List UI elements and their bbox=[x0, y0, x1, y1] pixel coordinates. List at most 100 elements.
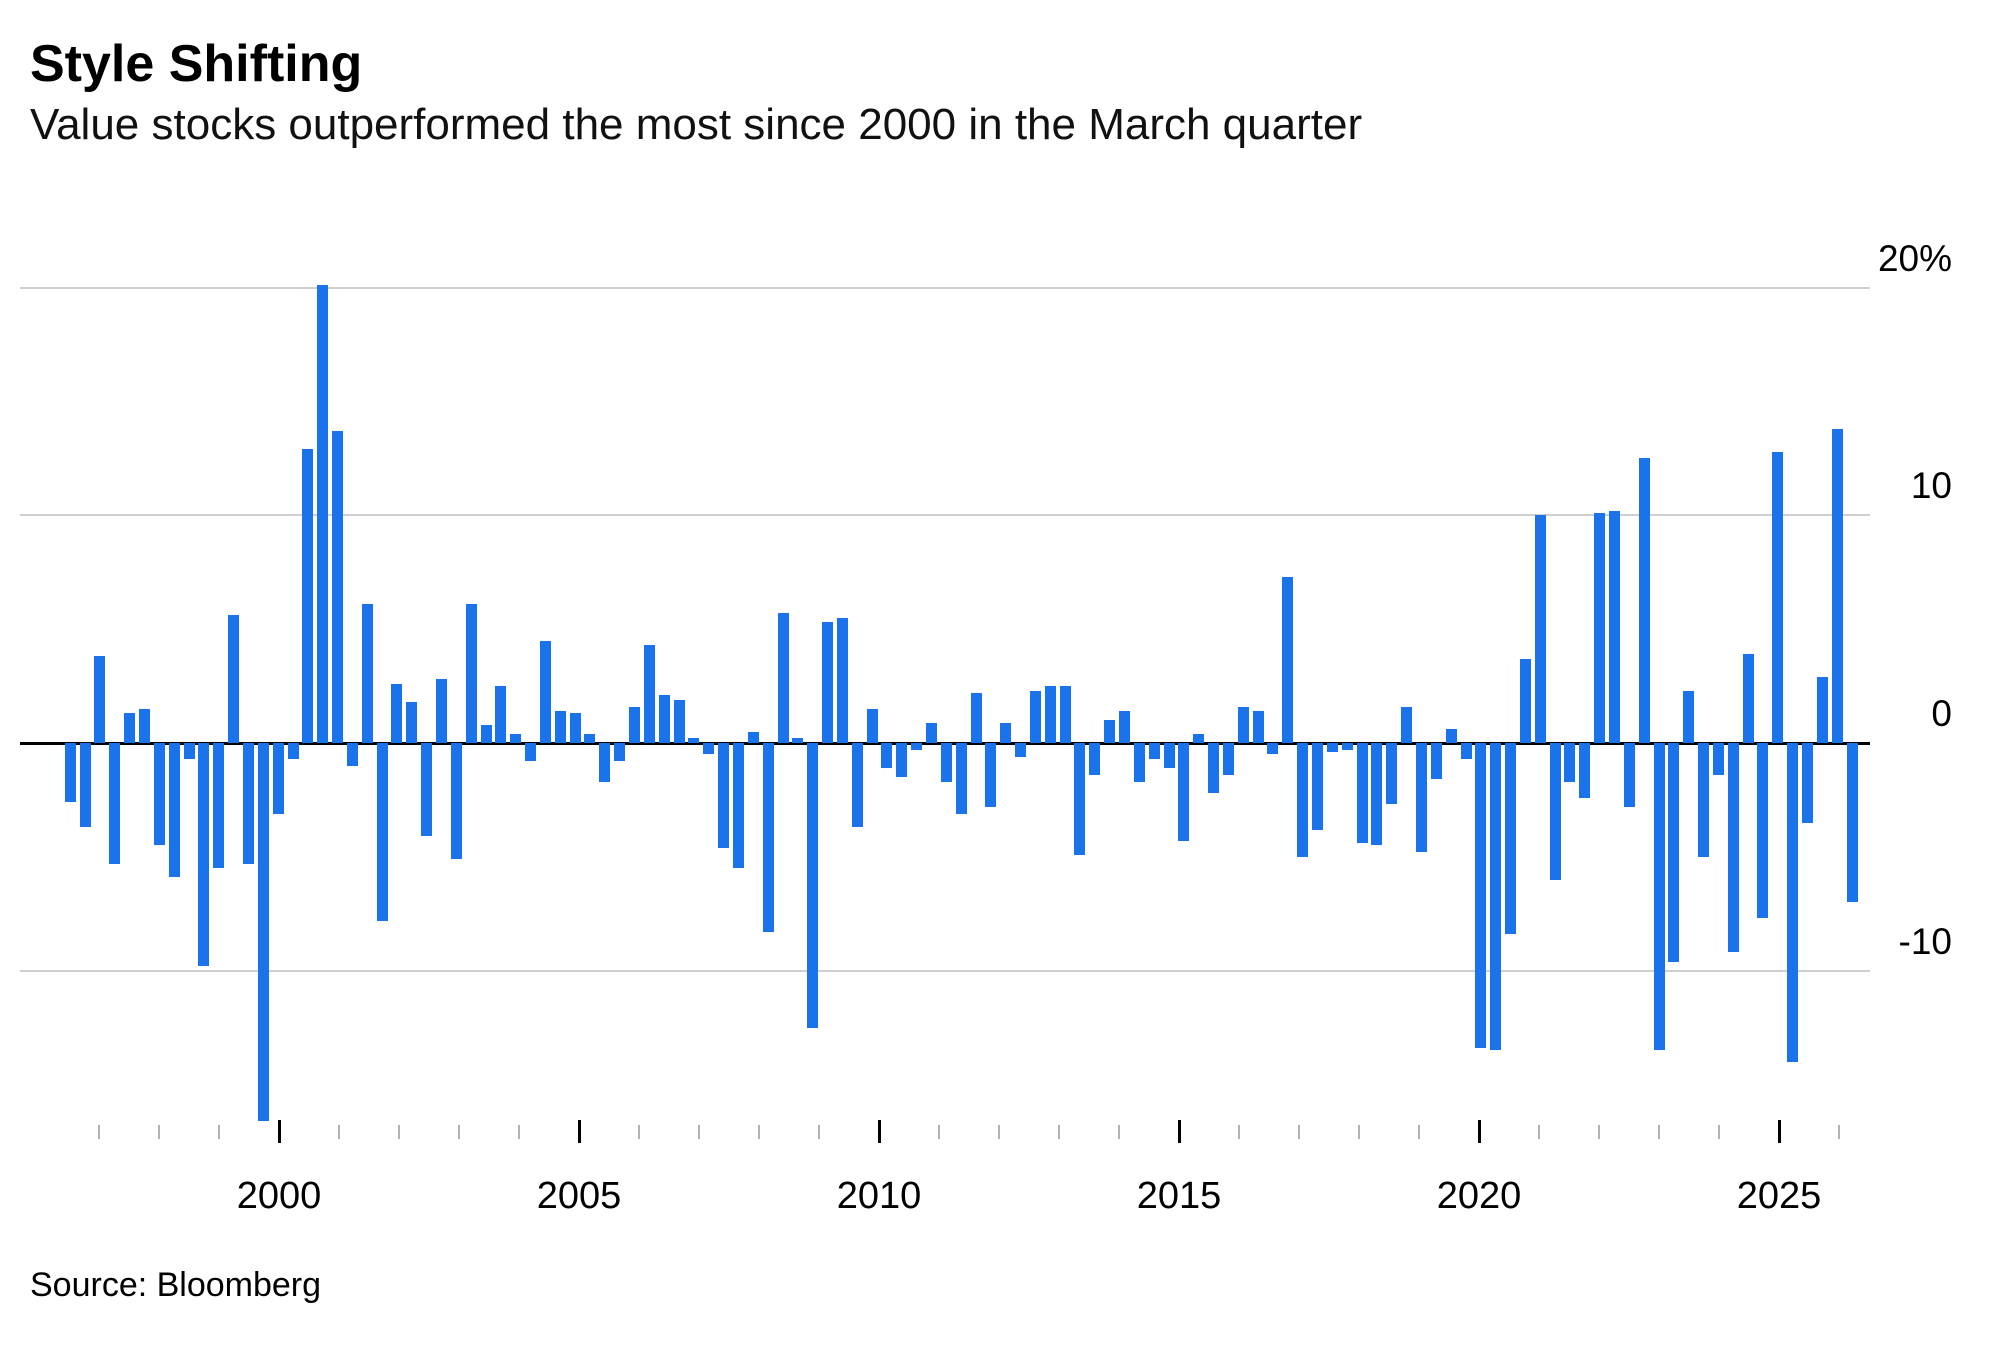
bar-1997-Q1 bbox=[109, 743, 121, 864]
bar-2006-Q2 bbox=[658, 695, 670, 743]
bar-2021-Q4 bbox=[1579, 743, 1591, 798]
x-axis-label-2010: 2010 bbox=[836, 1175, 922, 1217]
bar-1998-Q1 bbox=[168, 743, 180, 878]
y-axis-label--10: -10 bbox=[1898, 920, 1952, 962]
bar-2014-Q3 bbox=[1148, 743, 1160, 759]
bar-2005-Q1 bbox=[584, 733, 596, 743]
bar-2017-Q1 bbox=[1297, 743, 1309, 857]
bar-2000-Q3 bbox=[317, 285, 329, 743]
bar-2011-Q1 bbox=[940, 743, 952, 782]
bar-2003-Q4 bbox=[510, 733, 522, 743]
y-axis-label-20: 20% bbox=[1877, 237, 1952, 279]
bar-2007-Q2 bbox=[718, 743, 730, 848]
bar-1999-Q2 bbox=[242, 743, 254, 864]
bar-2006-Q4 bbox=[688, 738, 700, 743]
x-axis-label-2005: 2005 bbox=[536, 1175, 622, 1217]
bar-2023-Q1 bbox=[1653, 743, 1665, 1051]
bar-2013-Q3 bbox=[1089, 743, 1101, 775]
bar-2008-Q3 bbox=[792, 738, 804, 743]
bar-2024-Q1 bbox=[1712, 743, 1724, 775]
bar-1996-Q3 bbox=[79, 743, 91, 828]
x-minor-tick-2004 bbox=[518, 1125, 520, 1139]
bar-2015-Q2 bbox=[1193, 733, 1205, 743]
x-minor-tick-2011 bbox=[938, 1125, 940, 1139]
bar-2012-Q3 bbox=[1029, 690, 1041, 743]
bar-2016-Q2 bbox=[1252, 711, 1264, 743]
bar-2022-Q3 bbox=[1623, 743, 1635, 807]
bar-2000-Q2 bbox=[302, 449, 314, 743]
x-major-tick-2010 bbox=[877, 1120, 881, 1143]
x-minor-tick-1997 bbox=[98, 1125, 100, 1139]
bar-2025-Q2 bbox=[1787, 743, 1799, 1062]
bar-2013-Q1 bbox=[1059, 686, 1071, 743]
bar-2022-Q2 bbox=[1608, 510, 1620, 743]
bar-2025-Q1 bbox=[1772, 451, 1784, 743]
source-credit: Source: Bloomberg bbox=[30, 1266, 322, 1304]
bar-1998-Q4 bbox=[213, 743, 225, 869]
page-title: Style Shifting bbox=[30, 35, 363, 93]
x-axis-label-2025: 2025 bbox=[1736, 1175, 1822, 1217]
bar-2026-Q1 bbox=[1831, 428, 1843, 743]
bar-2017-Q2 bbox=[1312, 743, 1324, 830]
bar-2023-Q2 bbox=[1668, 743, 1680, 962]
x-minor-tick-2016 bbox=[1238, 1125, 1240, 1139]
bar-2007-Q4 bbox=[747, 731, 759, 743]
bar-2003-Q2 bbox=[480, 724, 492, 743]
bar-2024-Q2 bbox=[1727, 743, 1739, 953]
bar-2015-Q1 bbox=[1178, 743, 1190, 841]
bar-2010-Q1 bbox=[881, 743, 893, 769]
bar-2000-Q4 bbox=[332, 431, 344, 743]
gridline--10 bbox=[20, 969, 1870, 972]
bar-2001-Q2 bbox=[361, 604, 373, 743]
x-minor-tick-2012 bbox=[998, 1125, 1000, 1139]
bar-1997-Q3 bbox=[139, 708, 151, 743]
bar-2021-Q3 bbox=[1564, 743, 1576, 782]
x-major-tick-2025 bbox=[1777, 1120, 1781, 1143]
bar-2002-Q1 bbox=[406, 702, 418, 743]
bar-1998-Q3 bbox=[198, 743, 210, 967]
chart-subtitle: Value stocks outperformed the most since… bbox=[30, 100, 1363, 149]
bar-2004-Q3 bbox=[554, 711, 566, 743]
bar-2020-Q4 bbox=[1519, 658, 1531, 743]
bar-2010-Q2 bbox=[896, 743, 908, 778]
bar-2009-Q3 bbox=[851, 743, 863, 828]
x-minor-tick-2013 bbox=[1058, 1125, 1060, 1139]
bar-2008-Q4 bbox=[807, 743, 819, 1028]
y-axis-label-0: 0 bbox=[1931, 693, 1952, 734]
bar-2019-Q4 bbox=[1460, 743, 1472, 759]
bar-2002-Q3 bbox=[436, 679, 447, 743]
bar-2003-Q1 bbox=[465, 604, 477, 743]
bar-2011-Q2 bbox=[955, 743, 967, 814]
x-minor-tick-2022 bbox=[1598, 1125, 1600, 1139]
bar-2024-Q3 bbox=[1742, 654, 1754, 743]
bar-1999-Q4 bbox=[272, 743, 284, 814]
bar-2025-Q4 bbox=[1816, 676, 1828, 743]
bar-2020-Q1 bbox=[1475, 743, 1487, 1049]
x-minor-tick-2002 bbox=[398, 1125, 400, 1139]
bar-2002-Q2 bbox=[421, 743, 433, 837]
gridline-20 bbox=[20, 286, 1870, 289]
bar-2019-Q2 bbox=[1430, 743, 1442, 780]
bar-2018-Q4 bbox=[1401, 706, 1413, 743]
bar-1996-Q2 bbox=[64, 743, 76, 803]
bar-2002-Q4 bbox=[450, 743, 462, 860]
bar-2014-Q2 bbox=[1133, 743, 1145, 782]
x-minor-tick-2026 bbox=[1838, 1125, 1840, 1139]
bar-2018-Q3 bbox=[1386, 743, 1398, 805]
x-minor-tick-2017 bbox=[1298, 1125, 1300, 1139]
y-axis-label-10: 10 bbox=[1910, 465, 1952, 507]
bar-2019-Q3 bbox=[1445, 729, 1457, 743]
bar-2017-Q3 bbox=[1326, 743, 1338, 753]
x-minor-tick-2024 bbox=[1718, 1125, 1720, 1139]
x-minor-tick-2003 bbox=[458, 1125, 460, 1139]
bar-2006-Q1 bbox=[643, 645, 655, 743]
x-axis-label-2015: 2015 bbox=[1136, 1175, 1222, 1217]
bar-2013-Q4 bbox=[1104, 720, 1116, 743]
x-axis-label-2000: 2000 bbox=[236, 1175, 322, 1217]
x-minor-tick-2021 bbox=[1538, 1125, 1540, 1139]
bar-2004-Q1 bbox=[525, 743, 537, 762]
x-minor-tick-1999 bbox=[218, 1125, 220, 1139]
bar-2026-Q2 bbox=[1846, 743, 1858, 903]
bar-2008-Q2 bbox=[777, 613, 789, 743]
